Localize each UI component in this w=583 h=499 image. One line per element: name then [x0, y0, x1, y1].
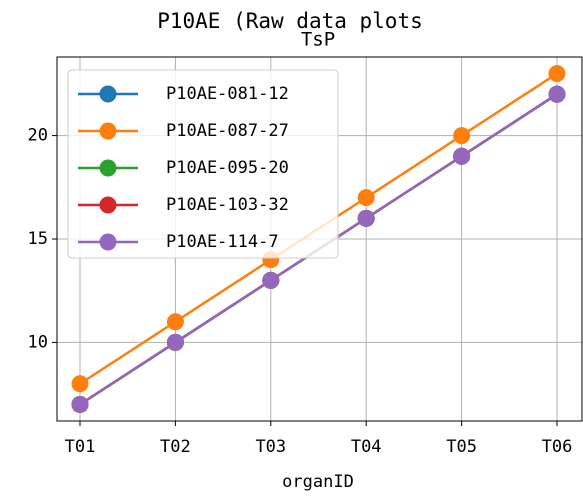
x-tick-label: T06: [542, 437, 573, 457]
point: [71, 395, 89, 413]
point: [262, 271, 280, 289]
legend-box: [67, 69, 339, 259]
x-tick-label: T05: [446, 437, 477, 457]
legend-label: P10AE-095-20: [166, 158, 289, 178]
legend-marker: [99, 159, 117, 177]
y-tick-label: 20: [28, 126, 48, 146]
point: [71, 375, 89, 393]
point: [453, 147, 471, 165]
point: [548, 65, 566, 83]
legend-marker: [99, 233, 117, 251]
legend-label: P10AE-081-12: [166, 84, 289, 104]
point: [357, 209, 375, 227]
point: [166, 313, 184, 331]
legend-label: P10AE-103-32: [166, 195, 289, 215]
suptitle: P10AE (Raw data plots: [157, 9, 423, 33]
chart-title: TsP: [301, 29, 335, 51]
legend-label: P10AE-114-7: [166, 232, 279, 252]
legend-marker: [99, 85, 117, 103]
y-tick-label: 15: [28, 229, 48, 249]
x-axis-label: organID: [282, 472, 354, 492]
x-tick-label: T01: [65, 437, 96, 457]
y-tick-label: 10: [28, 332, 48, 352]
x-tick-label: T03: [255, 437, 286, 457]
point: [548, 85, 566, 103]
point: [357, 189, 375, 207]
point: [166, 333, 184, 351]
plot-frame: [56, 56, 583, 422]
x-tick-label: T04: [351, 437, 382, 457]
point: [453, 127, 471, 145]
legend-marker: [99, 122, 117, 140]
legend-label: P10AE-087-27: [166, 121, 289, 141]
legend-marker: [99, 196, 117, 214]
x-tick-label: T02: [160, 437, 191, 457]
